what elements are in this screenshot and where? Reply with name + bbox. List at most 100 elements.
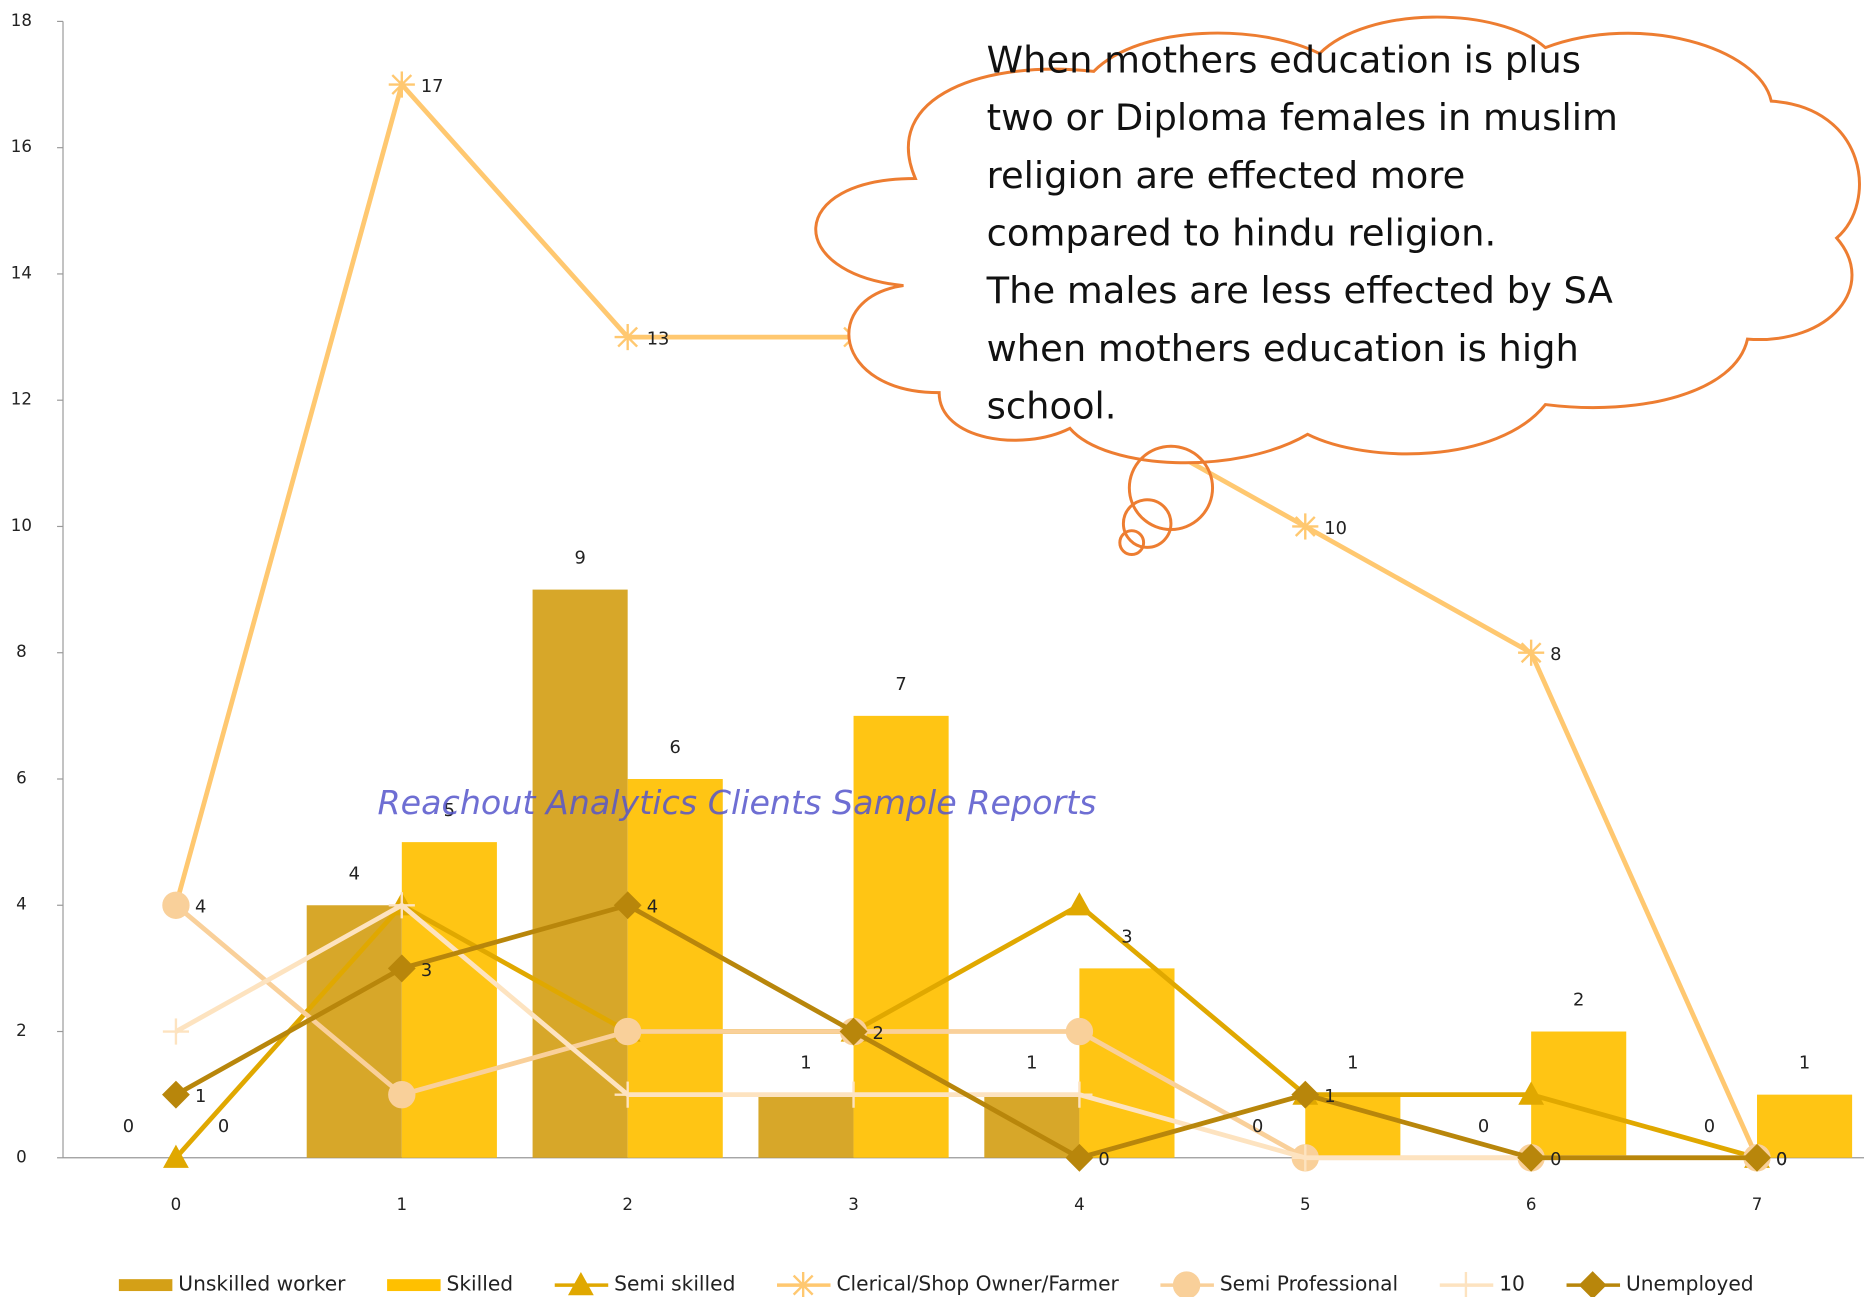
legend-item: Clerical/Shop Owner/Farmer (777, 1272, 1119, 1297)
marker (1453, 1272, 1479, 1297)
marker-shape (1068, 893, 1092, 914)
legend-label: Semi Professional (1220, 1272, 1398, 1296)
legend-label: Skilled (447, 1272, 514, 1296)
legend-item: Semi skilled (555, 1272, 736, 1296)
y-tick-label: 4 (16, 895, 27, 914)
annotation-line: religion are effected more (987, 154, 1466, 197)
data-label: 1 (800, 1053, 811, 1074)
data-label: 13 (647, 328, 670, 349)
marker (1518, 640, 1544, 666)
data-label: 1 (1026, 1053, 1037, 1074)
x-tick-label: 1 (397, 1195, 408, 1214)
data-label: 0 (123, 1116, 134, 1137)
data-label: 0 (1252, 1116, 1263, 1137)
legend-label: 10 (1499, 1272, 1525, 1296)
watermark: Reachout Analytics Clients Sample Report… (378, 783, 1097, 822)
marker-shape (163, 1082, 189, 1108)
bar (307, 905, 402, 1158)
data-label: 1 (195, 1086, 206, 1107)
x-tick-label: 4 (1074, 1195, 1085, 1214)
marker-shape (1066, 1018, 1092, 1044)
y-tick-label: 8 (16, 642, 27, 661)
annotation-line: compared to hindu religion. (987, 211, 1497, 254)
marker (163, 1082, 189, 1108)
marker-shape (163, 892, 189, 918)
marker (1292, 513, 1318, 539)
data-label: 0 (1776, 1149, 1787, 1170)
x-tick-label: 7 (1752, 1195, 1763, 1214)
marker (790, 1272, 816, 1297)
data-label: 0 (1704, 1116, 1715, 1137)
data-label: 7 (895, 674, 906, 695)
marker (1066, 1018, 1092, 1044)
legend-label: Semi skilled (614, 1272, 735, 1296)
bar (1757, 1095, 1852, 1158)
marker-shape (615, 1018, 641, 1044)
annotation-line: When mothers education is plus (987, 38, 1581, 81)
annotation-line: The males are less effected by SA (986, 269, 1613, 312)
data-label: 4 (349, 863, 360, 884)
y-tick-label: 10 (11, 516, 32, 535)
page: 0246810121416180123456704911000056731214… (0, 0, 1864, 1297)
marker (389, 1082, 415, 1108)
legend-item: 10 (1440, 1272, 1525, 1297)
data-label: 8 (1550, 644, 1561, 665)
bar (1079, 968, 1174, 1157)
marker-shape (1580, 1272, 1606, 1297)
marker (163, 1018, 189, 1044)
annotation-line: school. (987, 385, 1117, 428)
bar (628, 779, 723, 1158)
x-tick-label: 0 (171, 1195, 182, 1214)
data-label: 17 (421, 76, 444, 97)
data-label: 4 (647, 897, 658, 918)
y-tick-label: 0 (16, 1147, 27, 1166)
marker (163, 892, 189, 918)
y-tick-label: 6 (16, 768, 27, 787)
bar (533, 590, 628, 1158)
data-label: 0 (1478, 1116, 1489, 1137)
legend-label: Clerical/Shop Owner/Farmer (836, 1272, 1119, 1296)
x-tick-label: 6 (1526, 1195, 1537, 1214)
x-tick-label: 5 (1300, 1195, 1311, 1214)
data-label: 10 (1324, 518, 1347, 539)
legend-item: Skilled (387, 1272, 513, 1296)
marker (389, 71, 415, 97)
bar (1531, 1032, 1626, 1158)
annotation-line: when mothers education is high (987, 327, 1579, 370)
legend-item: Semi Professional (1160, 1272, 1398, 1297)
marker (615, 1018, 641, 1044)
legend-swatch (119, 1279, 172, 1291)
data-label: 9 (574, 548, 585, 569)
y-tick-label: 12 (11, 390, 32, 409)
data-label: 6 (670, 737, 681, 758)
y-tick-label: 14 (11, 263, 32, 282)
marker-shape (1174, 1272, 1200, 1297)
data-label: 3 (1121, 926, 1132, 947)
bar (758, 1095, 853, 1158)
data-label: 4 (195, 897, 206, 918)
x-tick-label: 2 (622, 1195, 633, 1214)
data-label: 1 (1347, 1053, 1358, 1074)
y-tick-label: 18 (11, 11, 32, 30)
x-tick-label: 3 (848, 1195, 859, 1214)
marker-shape (389, 1082, 415, 1108)
data-label: 0 (218, 1116, 229, 1137)
legend-item: Unemployed (1567, 1272, 1754, 1297)
legend-swatch (387, 1279, 440, 1291)
y-tick-label: 16 (11, 137, 32, 156)
annotation-line: two or Diploma females in muslim (987, 96, 1618, 139)
marker (1174, 1272, 1200, 1297)
marker (1068, 893, 1092, 914)
data-label: 1 (1799, 1053, 1810, 1074)
data-label: 0 (1550, 1149, 1561, 1170)
data-label: 1 (1324, 1086, 1335, 1107)
y-tick-label: 2 (16, 1021, 27, 1040)
legend-item: Unskilled worker (119, 1272, 346, 1296)
marker (1580, 1272, 1606, 1297)
legend-label: Unskilled worker (178, 1272, 346, 1296)
data-label: 2 (873, 1023, 884, 1044)
bar (402, 842, 497, 1158)
marker (615, 324, 641, 350)
data-label: 3 (421, 960, 432, 981)
data-label: 2 (1573, 990, 1584, 1011)
